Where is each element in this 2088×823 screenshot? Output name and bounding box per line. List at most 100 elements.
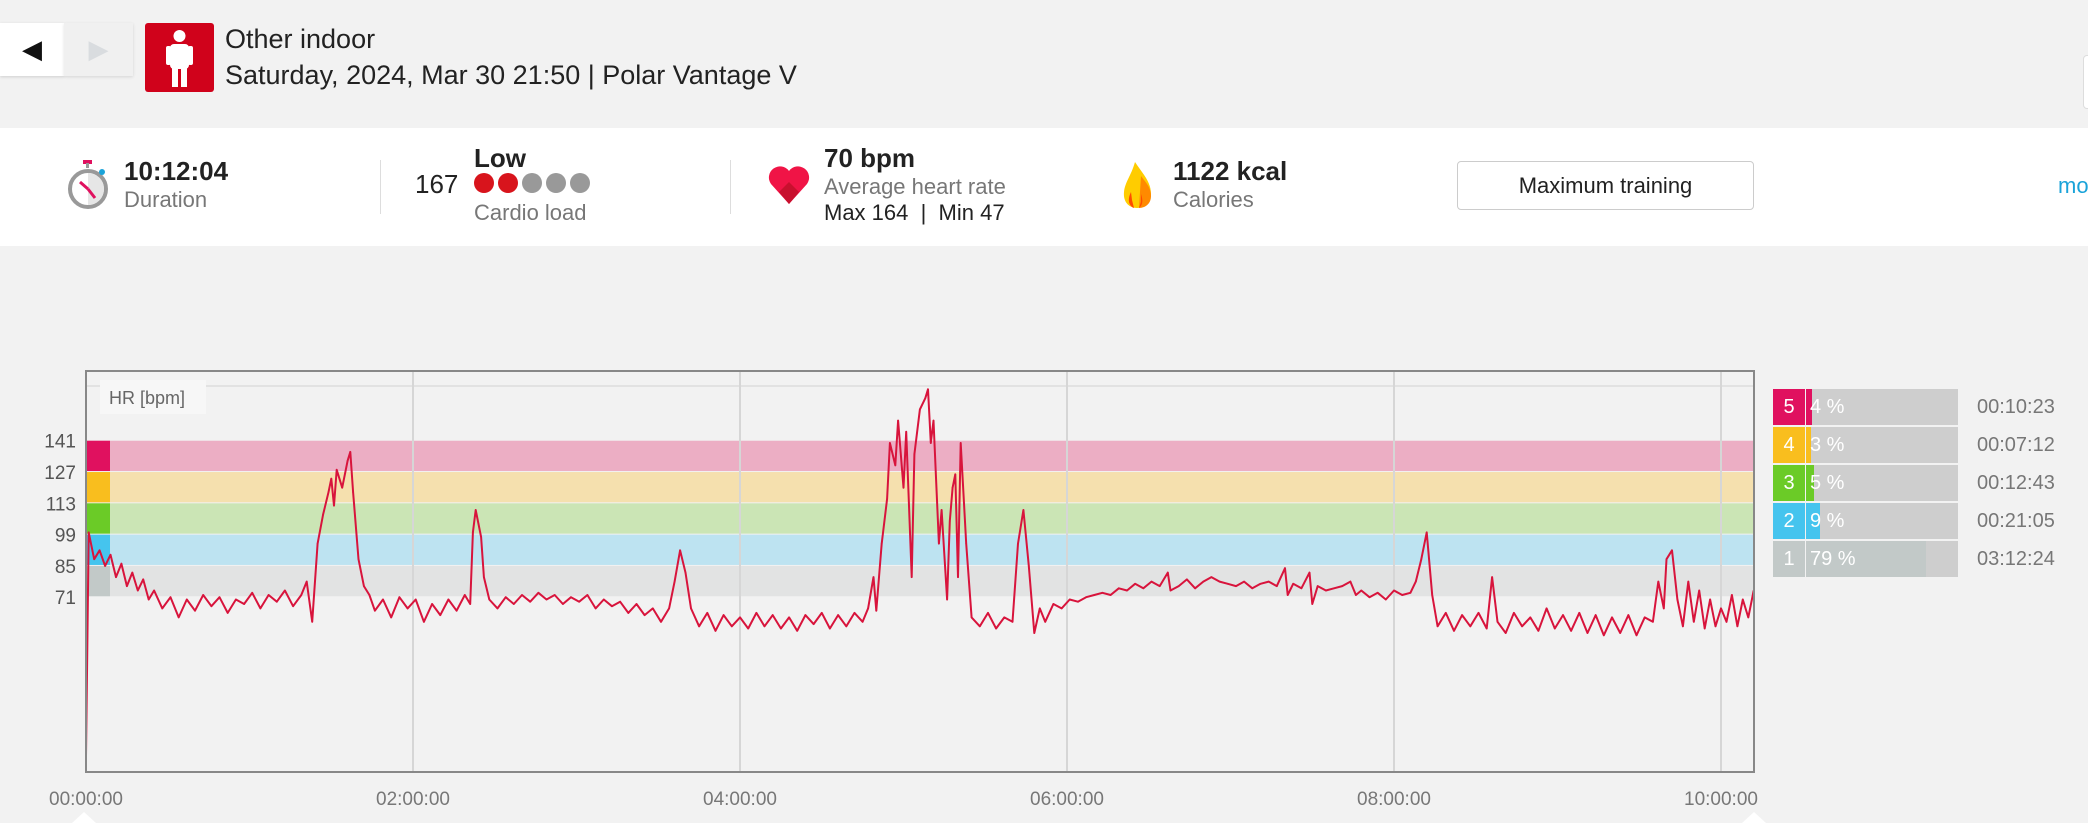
flame-icon [1121, 160, 1155, 215]
hr-data-point [679, 549, 681, 552]
hr-data-point [186, 598, 188, 601]
hr-data-point [1226, 583, 1229, 585]
person-standing-icon [145, 23, 214, 92]
hr-data-point [1720, 607, 1722, 610]
hr-data-point [161, 607, 164, 610]
hr-data-point [1341, 585, 1344, 587]
hr-data-point [1142, 587, 1145, 590]
cardio-load-dots [474, 173, 594, 193]
calories-value: 1122 kcal [1173, 156, 1288, 186]
hr-data-point [1376, 591, 1379, 594]
hr-data-point [210, 605, 213, 607]
hr-data-point [929, 442, 932, 444]
hr-data-point [643, 614, 646, 616]
x-tick-label: 04:00:00 [703, 789, 777, 810]
hr-data-point [771, 614, 774, 616]
hr-data-point [1360, 589, 1363, 592]
hr-data-point [93, 558, 95, 561]
hr-data-point [1562, 614, 1564, 616]
hr-data-point [1311, 603, 1314, 605]
avg-hr-label: Average heart rate [824, 174, 1006, 199]
hr-data-point [788, 616, 790, 619]
hr-data-point [1368, 596, 1371, 599]
hr-data-point [910, 576, 913, 578]
hr-data-point [1513, 612, 1515, 614]
x-tick-label: 06:00:00 [1030, 789, 1104, 810]
hr-data-point [1077, 600, 1079, 603]
hr-data-point [259, 607, 262, 610]
hr-data-point [1259, 583, 1262, 585]
hr-data-point [1461, 614, 1463, 616]
zone-bar: 5 % [1806, 465, 1958, 501]
hr-data-point [586, 594, 589, 596]
zone-bar: 4 % [1806, 389, 1958, 425]
hr-chart[interactable]: 00:00:00 02:00:00 04:00:00 06:00:00 08:00:00… [0, 360, 1770, 823]
zone-bar: 79 % [1806, 541, 1958, 577]
x-tick-label: 02:00:00 [376, 789, 450, 810]
hr-data-point [1235, 585, 1237, 587]
next-button[interactable]: ▶ [64, 23, 133, 76]
hr-data-point [902, 486, 905, 489]
range-start-handle[interactable] [72, 812, 96, 823]
training-benefit-button[interactable]: Maximum training [1457, 161, 1754, 210]
range-end-handle[interactable] [1742, 812, 1766, 823]
zone-time: 00:10:23 [1977, 396, 2055, 418]
more-link[interactable]: mo [2058, 173, 2088, 198]
hr-data-point [480, 536, 482, 538]
hr-data-point [1698, 589, 1700, 592]
hr-data-point [98, 549, 101, 552]
hr-data-point [889, 442, 891, 444]
zone-5-band [86, 440, 1754, 472]
y-tick-label: 85 [55, 557, 76, 578]
hr-data-point [109, 553, 112, 556]
hr-data-point [1202, 580, 1205, 583]
previous-button[interactable]: ◀ [0, 23, 64, 76]
hr-data-point [1736, 625, 1739, 628]
cardio-load-level: Low [474, 143, 526, 173]
hr-data-point [1044, 621, 1046, 623]
hr-data-point [1167, 571, 1169, 574]
hr-data-point [1401, 594, 1403, 596]
hr-data-point [1333, 587, 1335, 590]
hr-data-point [104, 565, 106, 567]
hr-data-point [1409, 591, 1412, 594]
hr-data-point [1267, 580, 1270, 583]
hr-data-point [946, 598, 948, 601]
hr-series-line [85, 388, 1755, 757]
hr-data-point [987, 612, 989, 614]
hr-data-point [363, 585, 365, 587]
hr-data-point [845, 625, 848, 628]
hr-data-point [1425, 531, 1428, 534]
zone-percent: 9 % [1810, 510, 1845, 532]
hr-data-point [169, 596, 172, 599]
hr-data-point [322, 513, 324, 516]
hr-data-point [763, 625, 766, 628]
hr-data-point [341, 486, 343, 489]
zone-row-1[interactable]: 1 79 % [1773, 541, 1959, 577]
hr-data-point [447, 598, 450, 601]
hr-data-point [513, 603, 515, 605]
hr-data-point [913, 453, 916, 455]
hr-data-point [1469, 625, 1472, 628]
zone-number: 4 [1773, 427, 1805, 463]
x-tick-label: 10:00:00 [1684, 789, 1758, 810]
hr-data-point [120, 562, 123, 565]
hr-data-point [731, 625, 733, 628]
hr-data-point [1652, 621, 1654, 623]
calories-label: Calories [1173, 187, 1254, 212]
hr-data-point [226, 612, 229, 614]
heart-icon [767, 164, 811, 211]
hr-data-point [218, 596, 221, 599]
hr-data-point [1742, 598, 1744, 601]
hr-data-point [578, 600, 581, 603]
zone-bar-fill [1806, 389, 1813, 425]
hr-data-point [706, 612, 709, 614]
hr-data-point [940, 509, 943, 511]
hr-data-point [1444, 612, 1447, 614]
hr-data-point [1093, 594, 1096, 596]
hr-data-point [1109, 594, 1112, 596]
